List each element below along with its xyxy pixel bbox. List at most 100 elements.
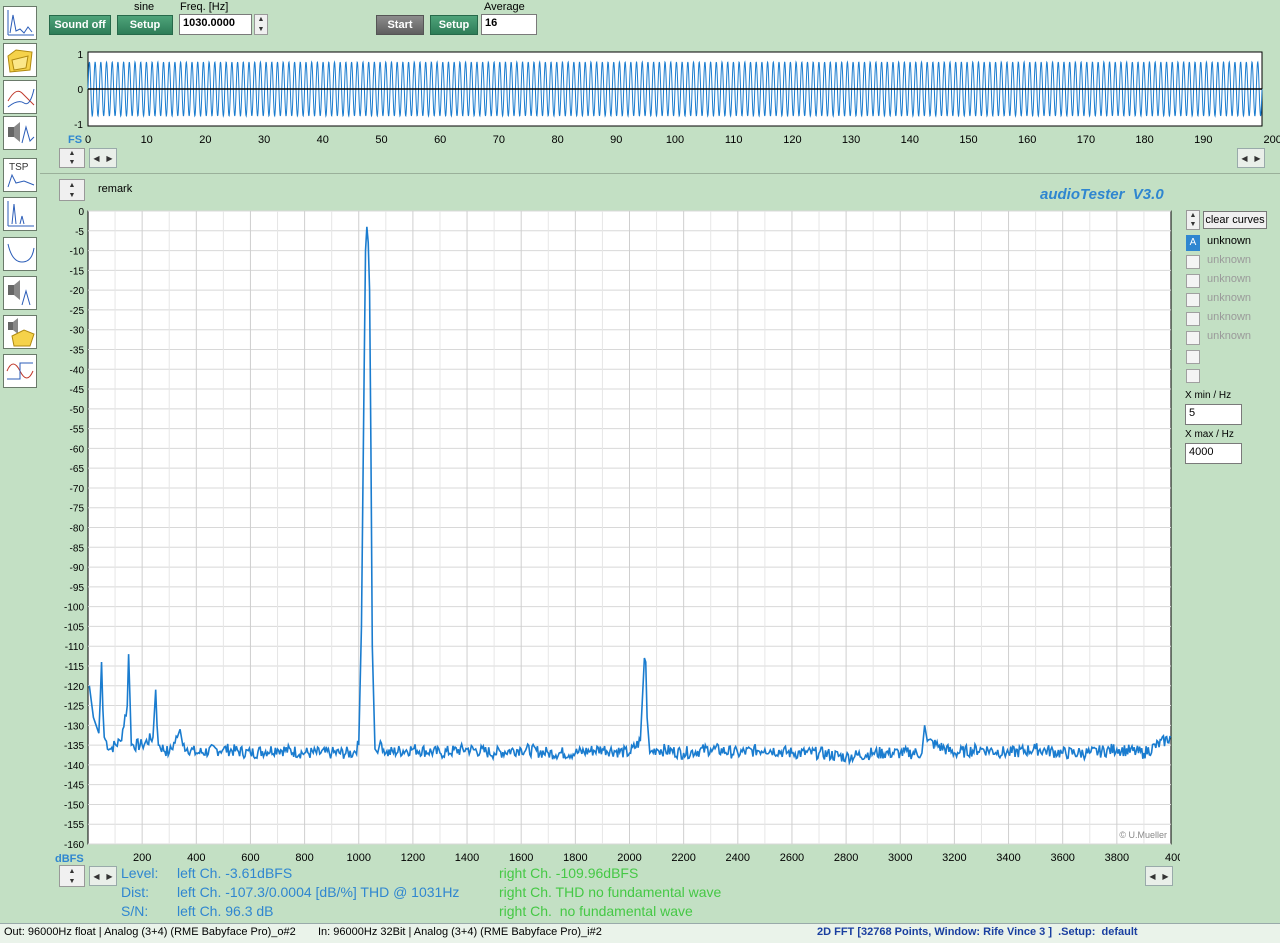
fft-y-tick: -135 — [64, 741, 84, 752]
fft-y-tick: -35 — [70, 345, 85, 356]
fft-y-tick: -65 — [70, 464, 85, 475]
fft-x-tick: 1400 — [455, 852, 479, 864]
fft-y-tick: -100 — [64, 603, 84, 614]
fft-icon[interactable] — [3, 6, 37, 40]
fft-y-tick: -95 — [70, 583, 85, 594]
scope-x-scroll-right[interactable]: ◀ ▶ — [1237, 148, 1265, 168]
freq-input[interactable]: 1030.0000 — [179, 14, 252, 35]
status-in: In: 96000Hz 32Bit | Analog (3+4) (RME Ba… — [318, 926, 602, 938]
fft-y-tick: -145 — [64, 781, 84, 792]
sn-label: S/N: — [121, 903, 149, 919]
speaker-icon[interactable] — [3, 116, 37, 150]
fft-x-tick: 200 — [133, 852, 151, 864]
curve-checkbox-7[interactable] — [1186, 350, 1200, 364]
fft-x-scroll-right[interactable]: ◀ ▶ — [1145, 866, 1173, 886]
fft-copyright: © U.Mueller — [1119, 830, 1167, 840]
curve-checkbox-2[interactable] — [1186, 255, 1200, 269]
fft-y-tick: -150 — [64, 800, 84, 811]
frequency-response-icon[interactable] — [3, 80, 37, 114]
scope-x-scroll-left[interactable]: ◀ ▶ — [89, 148, 117, 168]
brand-title: audioTester V3.0 — [1040, 186, 1164, 203]
scope-x-tick: 90 — [610, 134, 622, 146]
fft-x-tick: 3800 — [1105, 852, 1129, 864]
tsp-icon[interactable]: TSP — [3, 158, 37, 192]
speaker-folder-icon[interactable] — [3, 315, 37, 349]
average-input[interactable]: 16 — [481, 14, 537, 35]
fft-x-tick: 600 — [241, 852, 259, 864]
level-label: Level: — [121, 865, 159, 881]
average-label: Average — [484, 1, 525, 13]
sound-off-button[interactable]: Sound off — [49, 15, 111, 35]
curve-label-2: unknown — [1207, 254, 1252, 266]
fft-y-tick: -15 — [70, 266, 85, 277]
svg-text:TSP: TSP — [9, 162, 29, 173]
fft-y-tick: -75 — [70, 504, 85, 515]
fft-y-tick: -50 — [70, 405, 85, 416]
scope-x-tick: 160 — [1018, 134, 1036, 146]
remark-spinner[interactable]: ▲ ▼ — [59, 179, 85, 201]
curve-checkbox-8[interactable] — [1186, 369, 1200, 383]
curve-checkbox-6[interactable] — [1186, 331, 1200, 345]
fft-x-tick: 3400 — [996, 852, 1020, 864]
remark-label: remark — [98, 183, 133, 195]
fft-y-tick: 0 — [78, 207, 84, 218]
fft-y-tick: -160 — [64, 840, 84, 851]
level-left: left Ch. -3.61dBFS — [177, 865, 293, 881]
fft-y-tick: -80 — [70, 524, 85, 535]
folder-icon[interactable] — [3, 43, 37, 77]
spectrum-icon[interactable] — [3, 197, 37, 231]
scope-y-tick: -1 — [74, 120, 83, 131]
dist-right: right Ch. THD no fundamental wave — [499, 884, 722, 900]
fft-x-tick: 2400 — [726, 852, 750, 864]
scope-y-tick: 1 — [77, 50, 83, 61]
scope-x-tick: 180 — [1135, 134, 1153, 146]
scope-x-tick: 30 — [258, 134, 270, 146]
status-mode: 2D FFT [32768 Points, Window: Rife Vince… — [817, 926, 1138, 938]
freq-spinner[interactable]: ▲ ▼ — [254, 14, 268, 35]
fft-x-scroll-left[interactable]: ◀ ▶ — [89, 866, 117, 886]
sn-left: left Ch. 96.3 dB — [177, 903, 274, 919]
xmax-input[interactable]: 4000 — [1185, 443, 1242, 464]
fft-x-tick: 400 — [187, 852, 205, 864]
scope-x-tick: 190 — [1194, 134, 1212, 146]
fft-y-tick: -130 — [64, 721, 84, 732]
fft-y-tick: -25 — [70, 306, 85, 317]
curve-label-5: unknown — [1207, 311, 1252, 323]
fft-x-tick: 3600 — [1050, 852, 1074, 864]
analyzer-setup-button[interactable]: Setup — [430, 15, 478, 35]
fft-y-tick: -45 — [70, 385, 85, 396]
fft-y-tick: -125 — [64, 702, 84, 713]
signal-setup-button[interactable]: Setup — [117, 15, 173, 35]
scope-x-tick: 170 — [1077, 134, 1095, 146]
curve-label-6: unknown — [1207, 330, 1252, 342]
status-bar: Out: 96000Hz float | Analog (3+4) (RME B… — [0, 923, 1280, 943]
fft-spectrum-line — [88, 226, 1172, 766]
scope-y-spinner[interactable]: ▲ ▼ — [59, 148, 85, 168]
xmin-input[interactable]: 5 — [1185, 404, 1242, 425]
fft-y-tick: -55 — [70, 425, 85, 436]
sine-wave-icon[interactable] — [3, 354, 37, 388]
curves-spinner[interactable]: ▲ ▼ — [1186, 210, 1200, 230]
curve-icon[interactable] — [3, 237, 37, 271]
scope-chart: 10-1FS 0 10 20 30 40 50 60 70 80 90 100 110 120 130 140… — [68, 50, 1280, 146]
curve-label-4: unknown — [1207, 292, 1252, 304]
curve-checkbox-5[interactable] — [1186, 312, 1200, 326]
curve-a-marker[interactable]: A — [1186, 235, 1200, 251]
curve-label-1: unknown — [1207, 235, 1252, 247]
dist-left: left Ch. -107.3/0.0004 [dB/%] THD @ 1031… — [177, 884, 460, 900]
fft-y-spinner[interactable]: ▲ ▼ — [59, 865, 85, 887]
fft-x-tick: 1800 — [563, 852, 587, 864]
scope-x-tick: 150 — [959, 134, 977, 146]
scope-x-tick: 40 — [317, 134, 329, 146]
scope-x-tick: 120 — [783, 134, 801, 146]
curve-checkbox-3[interactable] — [1186, 274, 1200, 288]
fft-y-tick: -10 — [70, 247, 85, 258]
start-button[interactable]: Start — [376, 15, 424, 35]
fft-y-unit: dBFS — [55, 853, 84, 865]
fft-x-end: 4000Hz — [1165, 852, 1180, 864]
clear-curves-button[interactable]: clear curves — [1203, 211, 1267, 229]
curve-checkbox-4[interactable] — [1186, 293, 1200, 307]
speaker-spectrum-icon[interactable] — [3, 276, 37, 310]
scope-x-tick: 70 — [493, 134, 505, 146]
fft-y-tick: -155 — [64, 820, 84, 831]
